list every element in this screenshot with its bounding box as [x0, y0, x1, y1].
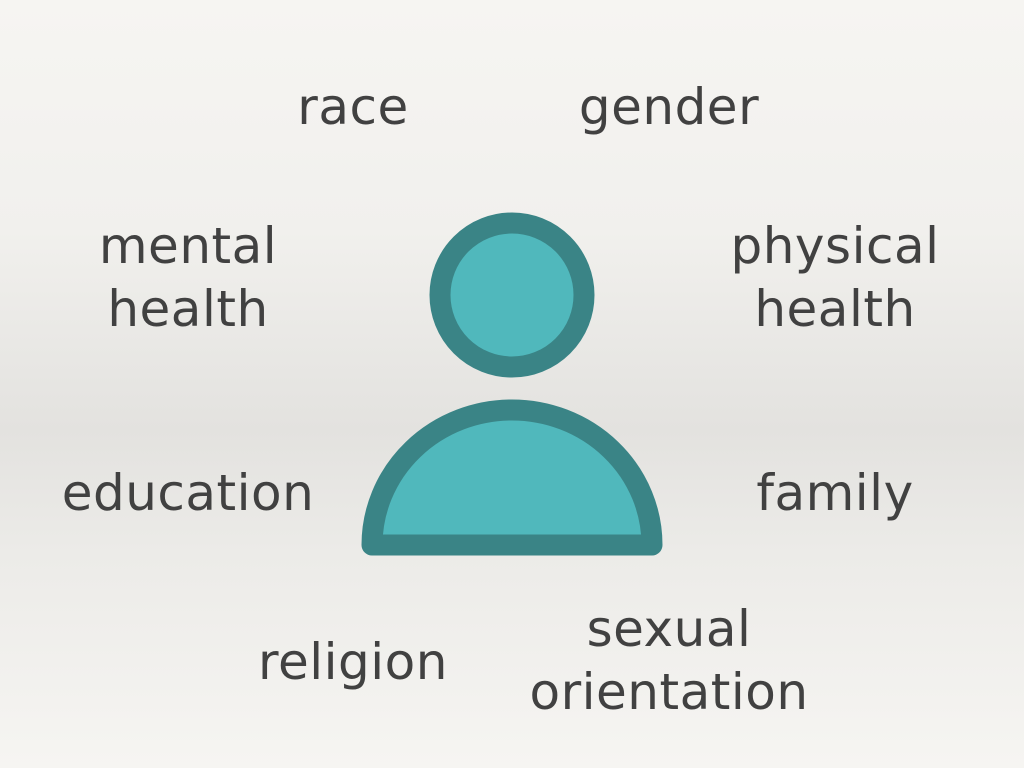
term-gender: gender [578, 78, 760, 136]
term-physical-health-line1: physical [730, 217, 940, 275]
term-physical-health-line2: health [754, 280, 916, 338]
term-mental-health-line2: health [107, 280, 269, 338]
term-mental-health: mental health [99, 215, 277, 341]
term-family: family [756, 464, 914, 522]
person-head [429, 212, 595, 378]
term-mental-health-line1: mental [98, 217, 278, 275]
term-religion: religion [258, 633, 448, 691]
term-race: race [297, 78, 409, 136]
term-sexual-orientation-line2: orientation [529, 663, 809, 721]
term-sexual-orientation: sexual orientation [529, 598, 808, 724]
term-physical-health: physical health [731, 215, 940, 341]
person-body [361, 399, 663, 556]
term-sexual-orientation-line1: sexual [586, 600, 752, 658]
term-education: education [61, 464, 315, 522]
